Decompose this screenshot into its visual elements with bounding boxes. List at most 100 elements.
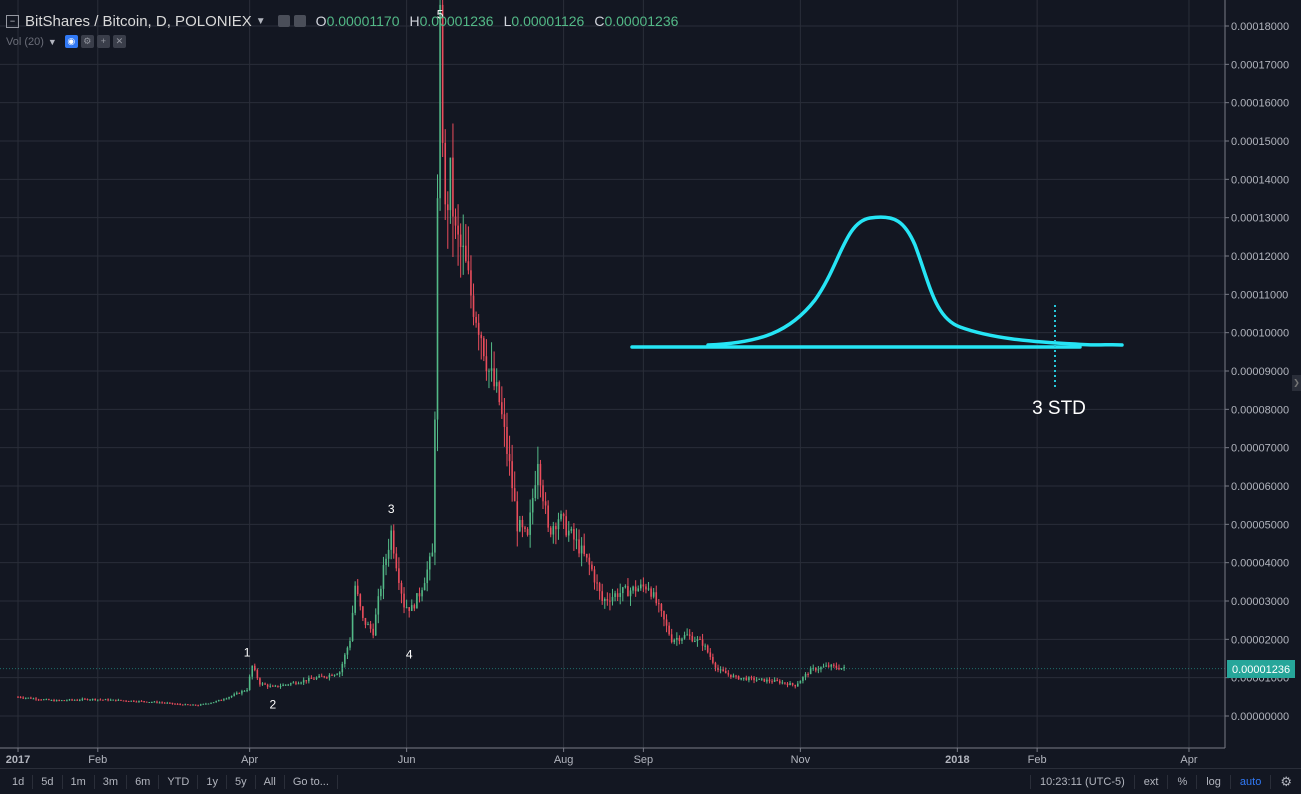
plus-icon[interactable]: + (96, 35, 110, 48)
timeframe-5d[interactable]: 5d (33, 774, 63, 789)
candle-body (243, 690, 246, 692)
symbol-header: − BitShares / Bitcoin, D, POLONIEX ▼ O 0… (6, 10, 678, 32)
candle-body (624, 586, 627, 588)
right-tools: 10:23:11 (UTC-5) ext % log auto ⚙ (1029, 769, 1301, 794)
candle-body (603, 599, 606, 601)
y-tick-label: 0.00000000 (1231, 711, 1289, 723)
candle-body (387, 549, 390, 559)
candle-body (323, 676, 326, 678)
candle-body (593, 569, 596, 583)
y-tick-label: 0.00003000 (1231, 596, 1289, 608)
timeframe-ytd[interactable]: YTD (159, 774, 199, 789)
gear-icon[interactable]: ⚙ (1270, 774, 1301, 789)
candle-body (181, 704, 184, 706)
candle-body (717, 667, 719, 671)
x-tick-label: Jun (398, 754, 416, 766)
ext-toggle[interactable]: ext (1133, 774, 1168, 789)
y-tick-label: 0.00009000 (1231, 366, 1289, 378)
candle-body (63, 700, 66, 702)
candle-body (503, 414, 506, 427)
candle-body (37, 699, 40, 701)
candle-body (24, 697, 27, 699)
candle-body (364, 617, 367, 625)
candle-body (156, 701, 158, 703)
timeframe-5y[interactable]: 5y (227, 774, 256, 789)
x-tick-label: Feb (88, 754, 107, 766)
auto-toggle[interactable]: auto (1229, 774, 1270, 789)
y-tick-label: 0.00005000 (1231, 519, 1289, 531)
price-chart[interactable]: 3 STD 0.000180000.000170000.000160000.00… (0, 0, 1301, 768)
timeframe-3m[interactable]: 3m (95, 774, 128, 789)
timeframe-6m[interactable]: 6m (127, 774, 160, 789)
chevron-down-icon[interactable]: ▼ (47, 36, 57, 47)
volume-label[interactable]: Vol (20) (6, 35, 44, 48)
candle-body (184, 704, 187, 706)
candle-body (513, 488, 516, 502)
y-tick-label: 0.00002000 (1231, 634, 1289, 646)
candle-body (241, 690, 243, 694)
candle-body (745, 677, 748, 681)
candle-body (274, 685, 277, 687)
close-icon[interactable]: ✕ (112, 35, 126, 48)
candle-body (50, 700, 53, 702)
timeframe-1m[interactable]: 1m (63, 774, 95, 789)
candle-body (217, 699, 220, 702)
candle-body (714, 662, 717, 668)
y-tick-label: 0.00004000 (1231, 558, 1289, 570)
chevron-down-icon[interactable]: ▼ (255, 15, 266, 27)
candle-body (71, 699, 73, 701)
timeframe-all[interactable]: All (256, 774, 285, 789)
gear-icon[interactable]: ⚙ (80, 35, 94, 48)
symbol-name[interactable]: BitShares / Bitcoin, D, POLONIEX (25, 12, 252, 30)
candle-body (719, 669, 722, 671)
candle-body (151, 702, 153, 704)
clock-display[interactable]: 10:23:11 (UTC-5) (1029, 774, 1134, 789)
candle-body (778, 680, 781, 684)
candle-body (302, 680, 305, 683)
settings-icon[interactable] (293, 15, 306, 27)
candle-body (771, 681, 773, 683)
candle-body (583, 545, 585, 554)
eye-icon[interactable]: ◉ (64, 35, 78, 48)
candle-body (374, 614, 377, 636)
candle-body (35, 698, 37, 700)
candle-body (331, 674, 333, 676)
candle-body (495, 382, 498, 387)
candle-body (266, 684, 269, 687)
candle-body (351, 612, 354, 642)
y-tick-label: 0.00018000 (1231, 21, 1289, 33)
scroll-arrow-icon[interactable]: ❯ (1292, 375, 1301, 391)
candle-body (367, 624, 369, 626)
candle-body (529, 512, 531, 535)
candle-body (755, 679, 758, 681)
candle-body (210, 702, 212, 704)
candle-body (585, 553, 588, 558)
candle-body (843, 667, 845, 669)
log-toggle[interactable]: log (1196, 774, 1230, 789)
candle-body (511, 461, 513, 489)
candle-body (825, 665, 827, 667)
candle-body (668, 625, 670, 635)
candle-body (418, 593, 421, 597)
goto-date-button[interactable]: Go to... (285, 774, 338, 789)
candle-body (292, 682, 295, 684)
candle-body (573, 529, 575, 540)
percent-toggle[interactable]: % (1167, 774, 1196, 789)
volume-indicator: Vol (20) ▼ ◉ ⚙ + ✕ (6, 35, 126, 48)
candle-body (58, 700, 60, 702)
candle-body (691, 635, 694, 642)
candle-body (488, 370, 490, 372)
candle-body (462, 245, 465, 248)
candle-body (328, 674, 331, 678)
candle-body (467, 261, 470, 271)
timeframe-1d[interactable]: 1d (0, 774, 34, 789)
collapse-icon[interactable]: − (6, 14, 19, 28)
candle-body (498, 382, 501, 403)
candle-body (369, 624, 372, 629)
candle-body (60, 700, 63, 702)
candle-body (660, 603, 663, 612)
timeframe-1y[interactable]: 1y (198, 774, 227, 789)
candle-body (750, 677, 753, 679)
candle-body (341, 663, 344, 673)
visibility-icon[interactable] (277, 15, 290, 27)
